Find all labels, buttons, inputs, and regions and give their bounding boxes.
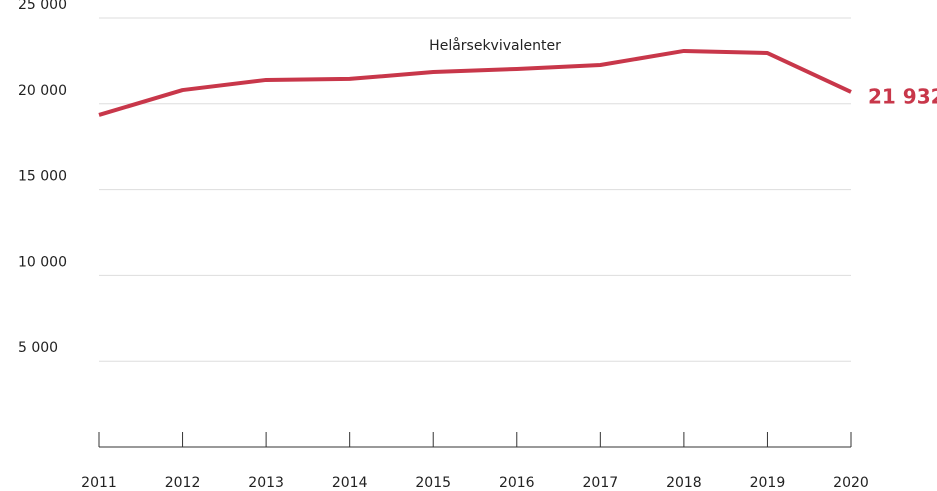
x-tick-label: 2020 bbox=[833, 475, 869, 491]
y-tick-label: 10 000 bbox=[18, 254, 67, 270]
line bbox=[98, 48, 852, 117]
end-annotation: 21 932 bbox=[868, 85, 937, 109]
x-tick-label: 2019 bbox=[750, 475, 786, 491]
y-tick-label: 5 000 bbox=[18, 340, 58, 356]
y-tick-label: 25 000 bbox=[18, 0, 67, 13]
x-tick-label: 2018 bbox=[666, 475, 702, 491]
x-tick-label: 2017 bbox=[583, 475, 619, 491]
x-tick-label: 2016 bbox=[499, 475, 535, 491]
y-tick-label: 20 000 bbox=[18, 83, 67, 99]
x-tick-label: 2013 bbox=[248, 475, 284, 491]
x-tick-label: 2014 bbox=[332, 475, 368, 491]
x-tick-label: 2011 bbox=[81, 475, 117, 491]
x-tick-label: 2015 bbox=[415, 475, 451, 491]
series-label: Helårsekvivalenter bbox=[429, 37, 561, 54]
y-tick-label: 15 000 bbox=[18, 169, 67, 185]
x-tick-label: 2012 bbox=[165, 475, 201, 491]
